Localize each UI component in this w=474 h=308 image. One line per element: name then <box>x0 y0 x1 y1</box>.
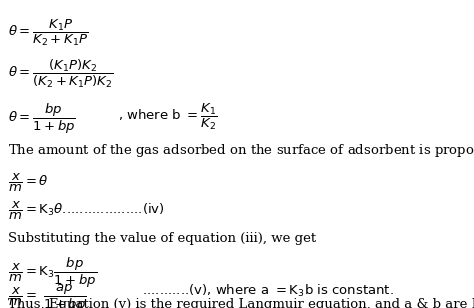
Text: ...........(v), where a $= \mathrm{K_3}$b is constant.: ...........(v), where a $= \mathrm{K_3}$… <box>138 283 394 299</box>
Text: $\dfrac{x}{m} = \ \dfrac{ap}{1+bp}$: $\dfrac{x}{m} = \ \dfrac{ap}{1+bp}$ <box>8 283 87 308</box>
Text: , where b $= \dfrac{K_1}{K_2}$: , where b $= \dfrac{K_1}{K_2}$ <box>118 102 218 132</box>
Text: Substituting the value of equation (iii), we get: Substituting the value of equation (iii)… <box>8 232 316 245</box>
Text: $\dfrac{x}{m} = \theta$: $\dfrac{x}{m} = \theta$ <box>8 172 49 194</box>
Text: $\theta = \dfrac{bp}{1+bp}$: $\theta = \dfrac{bp}{1+bp}$ <box>8 102 76 136</box>
Text: $\theta = \dfrac{(K_1P)K_2}{(K_2+K_1P)K_2}$: $\theta = \dfrac{(K_1P)K_2}{(K_2+K_1P)K_… <box>8 58 114 90</box>
Text: $\dfrac{x}{m} = \mathrm{K_3}\theta$...................(iv): $\dfrac{x}{m} = \mathrm{K_3}\theta$.....… <box>8 200 164 222</box>
Text: $\theta = \dfrac{K_1P}{K_2+K_1P}$: $\theta = \dfrac{K_1P}{K_2+K_1P}$ <box>8 18 89 48</box>
Text: Thus, Equation (v) is the required Langmuir equation, and a & b are Langmuir con: Thus, Equation (v) is the required Langm… <box>8 298 474 308</box>
Text: The amount of the gas adsorbed on the surface of adsorbent is proportional to $\: The amount of the gas adsorbed on the su… <box>8 142 474 159</box>
Text: $\dfrac{x}{m} = \mathrm{K_3}\dfrac{bp}{1+bp}$: $\dfrac{x}{m} = \mathrm{K_3}\dfrac{bp}{1… <box>8 256 97 290</box>
